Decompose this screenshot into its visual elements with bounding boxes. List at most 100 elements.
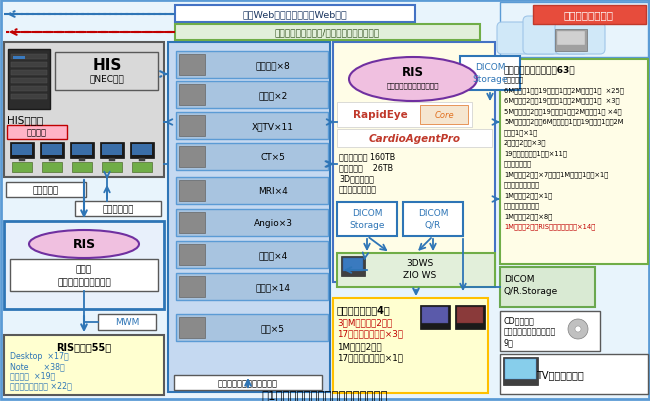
Text: Angio×3: Angio×3: [254, 219, 292, 227]
Text: 図1　次世代画像情報システムの構成図: 図1 次世代画像情報システムの構成図: [262, 389, 388, 401]
Bar: [403, 203, 463, 237]
Text: MWM: MWM: [115, 318, 139, 327]
Text: MRI×4: MRI×4: [258, 186, 288, 196]
Bar: [109, 159, 115, 162]
Text: Q/R: Q/R: [425, 221, 441, 230]
Text: バーコードリーダ ×22台: バーコードリーダ ×22台: [10, 380, 72, 389]
Bar: [49, 159, 55, 162]
Bar: [179, 180, 205, 201]
Bar: [19, 159, 25, 162]
Bar: [176, 52, 328, 79]
Circle shape: [575, 326, 581, 332]
Text: HIS端末群: HIS端末群: [7, 115, 43, 125]
Text: CT×5: CT×5: [261, 153, 285, 162]
Bar: [175, 6, 415, 23]
Text: 5Mモノクロ2面＋6Mモノクロ1面＋19インチ1面＋2M: 5Mモノクロ2面＋6Mモノクロ1面＋19インチ1面＋2M: [504, 118, 623, 125]
Text: 19インチカラー1面　×11台: 19インチカラー1面 ×11台: [504, 150, 567, 156]
Bar: [139, 159, 145, 162]
Text: 動画サーバ    26TB: 動画サーバ 26TB: [339, 163, 393, 172]
Bar: [555, 30, 587, 52]
Bar: [98, 314, 156, 330]
Bar: [420, 106, 468, 125]
Text: 治療×5: 治療×5: [261, 323, 285, 332]
Bar: [176, 314, 328, 341]
Bar: [72, 145, 92, 156]
Text: 6Mカラー2面＋19インチ1面＋2Mカラー1面  ×3台: 6Mカラー2面＋19インチ1面＋2Mカラー1面 ×3台: [504, 97, 619, 104]
Bar: [11, 79, 47, 84]
Bar: [343, 258, 363, 271]
Text: 超音波センター端末: 超音波センター端末: [504, 202, 540, 209]
Text: RIS: RIS: [72, 238, 96, 251]
Bar: [337, 203, 397, 237]
Bar: [500, 354, 648, 394]
Bar: [176, 113, 328, 140]
Text: カラー1面×1台: カラー1面×1台: [504, 129, 538, 136]
Bar: [333, 43, 495, 282]
Bar: [500, 311, 600, 351]
Text: CardioAgentPro: CardioAgentPro: [369, 134, 461, 144]
FancyBboxPatch shape: [523, 17, 588, 55]
Text: Note      ×38台: Note ×38台: [10, 361, 65, 370]
Bar: [70, 143, 94, 159]
Bar: [12, 162, 32, 172]
Text: 地域連携システム: 地域連携システム: [564, 10, 614, 20]
Bar: [500, 60, 648, 264]
Bar: [11, 63, 47, 68]
Text: DICOM: DICOM: [352, 209, 382, 218]
Bar: [176, 144, 328, 170]
Bar: [179, 116, 205, 137]
Bar: [75, 201, 161, 217]
Text: （レポートシステム含む）: （レポートシステム含む）: [387, 83, 439, 89]
Text: 検像システム：4台: 検像システム：4台: [337, 304, 391, 314]
Bar: [179, 317, 205, 338]
Text: TV会議システム: TV会議システム: [536, 369, 584, 379]
Text: 2カラー2面　×3台: 2カラー2面 ×3台: [504, 140, 547, 146]
Bar: [12, 145, 32, 156]
Text: DICOM: DICOM: [504, 275, 534, 284]
Text: Core: Core: [434, 110, 454, 119]
Bar: [337, 253, 495, 287]
Bar: [6, 182, 86, 198]
Bar: [100, 143, 124, 159]
Bar: [130, 143, 154, 159]
Bar: [333, 298, 488, 393]
Text: DICOM: DICOM: [418, 209, 448, 218]
Bar: [176, 273, 328, 300]
Text: RIS端末：55台: RIS端末：55台: [57, 341, 112, 351]
Text: 核医学×4: 核医学×4: [258, 250, 287, 259]
Bar: [179, 213, 205, 233]
Text: モニタ管理サーバ: モニタ管理サーバ: [339, 185, 377, 194]
Text: 読込み・書込みシステム: 読込み・書込みシステム: [504, 327, 556, 336]
Text: プリンタ  ×19台: プリンタ ×19台: [10, 371, 55, 380]
Ellipse shape: [349, 58, 477, 102]
Bar: [503, 357, 538, 385]
Text: マンモ×2: マンモ×2: [258, 91, 287, 100]
Bar: [4, 221, 164, 309]
Bar: [460, 57, 520, 91]
Text: 新規：画像登録通知/レポート確定通知配信: 新規：画像登録通知/レポート確定通知配信: [274, 28, 380, 37]
Bar: [455, 305, 485, 329]
Text: 9台: 9台: [504, 338, 514, 346]
Bar: [10, 143, 34, 159]
Bar: [42, 162, 62, 172]
Text: 読影，動画専用端末：63台: 読影，動画専用端末：63台: [504, 65, 576, 74]
Text: Q/R.Storage: Q/R.Storage: [504, 287, 558, 296]
Bar: [179, 147, 205, 168]
FancyBboxPatch shape: [555, 23, 605, 55]
Text: RIS: RIS: [402, 66, 424, 79]
Text: 3D解析サーバ: 3D解析サーバ: [339, 174, 374, 183]
Bar: [79, 159, 85, 162]
Text: CDメディア: CDメディア: [504, 316, 535, 325]
Text: RapidEye: RapidEye: [352, 110, 408, 120]
Bar: [176, 82, 328, 109]
Bar: [457, 307, 483, 323]
Bar: [337, 103, 472, 128]
Text: オーダ情報: オーダ情報: [33, 186, 59, 194]
Bar: [10, 259, 158, 291]
Bar: [102, 162, 122, 172]
Bar: [420, 305, 450, 329]
Text: ZIO WS: ZIO WS: [404, 271, 437, 280]
Bar: [179, 55, 205, 76]
Text: 1Mカラー2面＋: 1Mカラー2面＋: [337, 342, 382, 350]
Text: 放射線: 放射線: [76, 265, 92, 274]
